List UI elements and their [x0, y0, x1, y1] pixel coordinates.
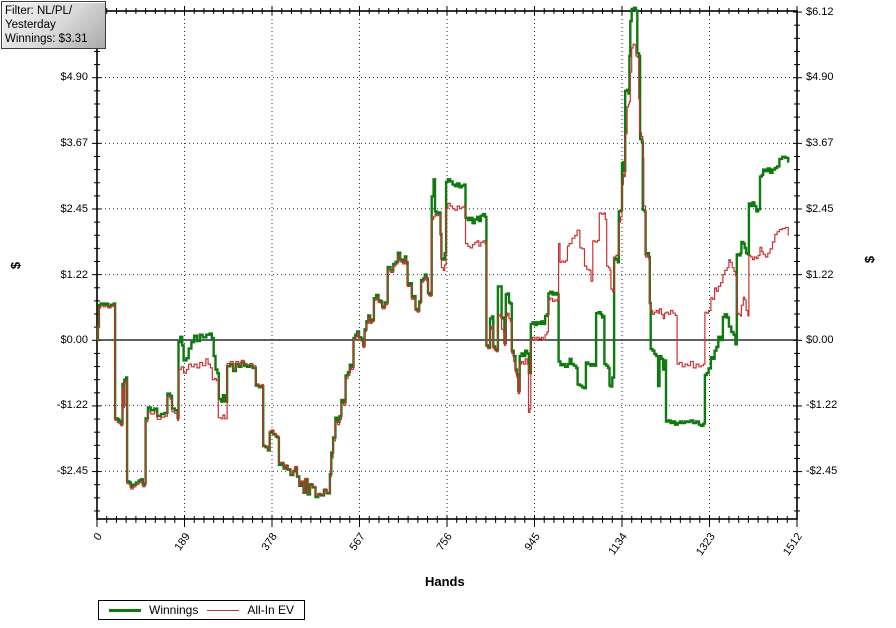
- y-tick-label-left: -$2.45: [56, 465, 88, 478]
- y-tick-label-left: $1.22: [60, 268, 88, 281]
- y-tick-label-right: $6.12: [806, 6, 834, 19]
- y-tick-label-right: $1.22: [806, 268, 834, 281]
- y-tick-label-left: $0.00: [60, 334, 88, 347]
- filter-winnings-line: Winnings: $3.31: [5, 33, 88, 45]
- y-tick-label-left: $2.45: [60, 202, 88, 215]
- y-tick-label-right: $3.67: [806, 137, 834, 150]
- all-in-ev-line: [97, 43, 789, 496]
- legend-label-all-in-ev: All-In EV: [247, 603, 295, 617]
- y-axis-title-right: $: [862, 255, 878, 264]
- legend-item-winnings: Winnings: [109, 603, 198, 617]
- filter-line: Filter: NL/PL/: [5, 5, 73, 17]
- y-tick-label-right: -$2.45: [806, 465, 838, 478]
- legend-label-winnings: Winnings: [149, 603, 199, 617]
- y-axis-title-left: $: [8, 261, 24, 270]
- filter-tooltip-box: Filter: NL/PL/ Yesterday Winnings: $3.31: [1, 1, 106, 49]
- legend-item-all-in-ev: All-In EV: [207, 603, 294, 617]
- y-tick-label-right: $4.90: [806, 71, 834, 84]
- x-axis-title: Hands: [425, 574, 465, 589]
- legend: Winnings All-In EV: [98, 600, 306, 620]
- y-tick-label-right: -$1.22: [806, 399, 838, 412]
- winnings-line: [96, 6, 790, 499]
- all-in-ev-line-swatch: [207, 609, 240, 611]
- y-tick-label-left: $4.90: [60, 71, 88, 84]
- y-tick-label-left: $3.67: [60, 137, 88, 150]
- filter-line: Yesterday: [5, 19, 56, 31]
- y-tick-label-left: -$1.22: [56, 399, 88, 412]
- y-tick-label-right: $2.45: [806, 202, 834, 215]
- winnings-line-swatch: [109, 608, 141, 612]
- y-tick-label-right: $0.00: [806, 334, 834, 347]
